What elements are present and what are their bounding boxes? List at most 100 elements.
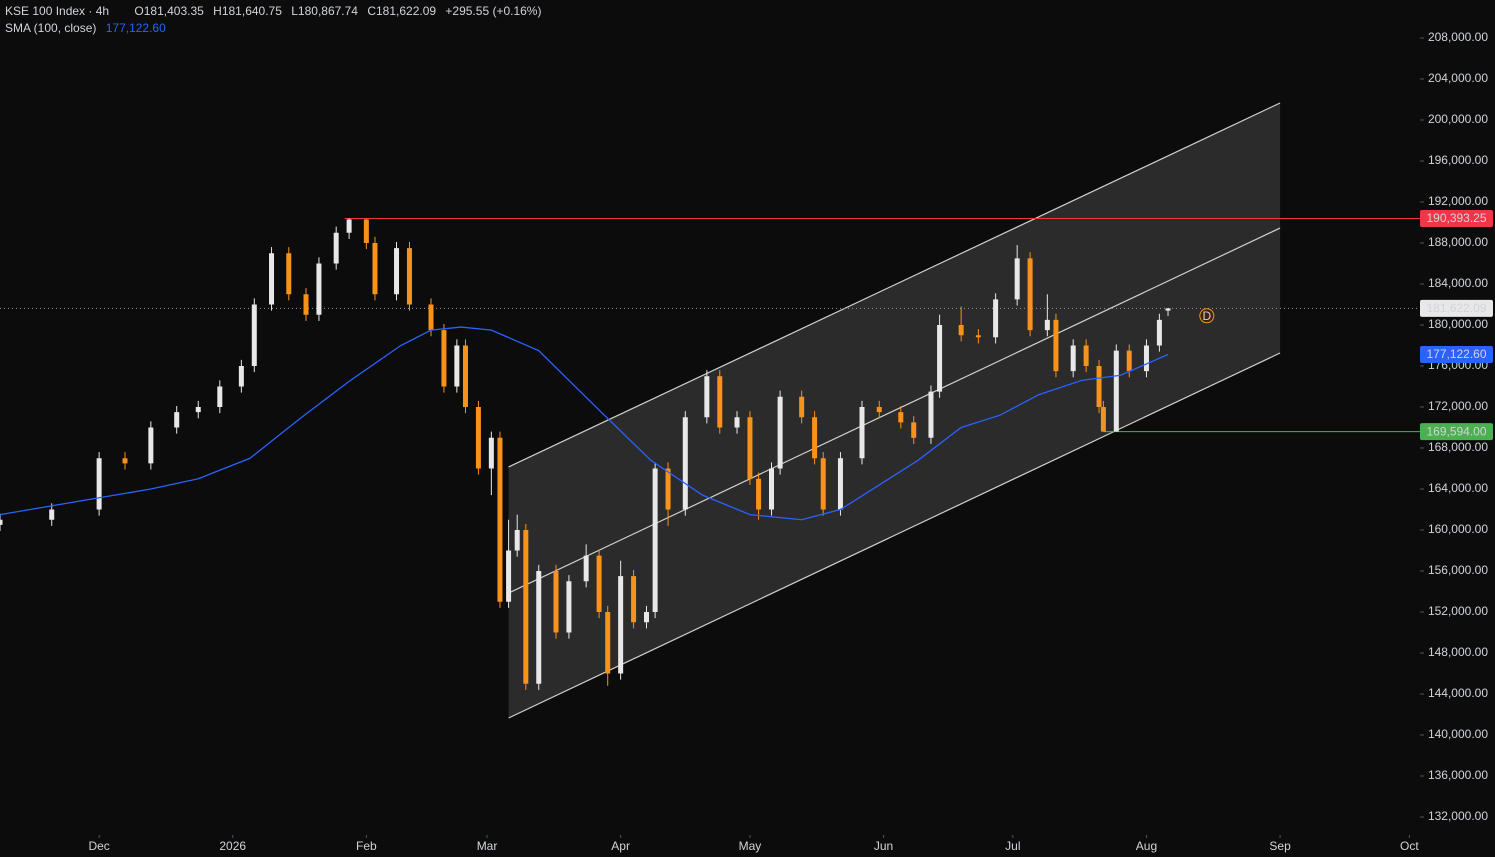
candle-body — [837, 458, 843, 510]
price-label: 169,594.00 — [1426, 424, 1486, 438]
candle-body — [777, 396, 783, 469]
candle-body — [316, 263, 322, 315]
candle-body — [682, 417, 688, 510]
candle-body — [441, 330, 447, 387]
candle-body — [652, 468, 658, 612]
y-tick-label: 164,000.00 — [1428, 481, 1488, 495]
y-tick-label: 200,000.00 — [1428, 112, 1488, 126]
event-marker-label: D — [1202, 309, 1211, 323]
candle-body — [286, 253, 292, 295]
y-tick-label: 144,000.00 — [1428, 686, 1488, 700]
y-tick-label: 192,000.00 — [1428, 194, 1488, 208]
ohlc-low: L180,867.74 — [291, 4, 358, 18]
y-tick-label: 148,000.00 — [1428, 645, 1488, 659]
candle-body — [333, 232, 339, 264]
candle-body — [820, 458, 826, 510]
candle-body — [618, 576, 624, 674]
event-marker — [1199, 308, 1215, 324]
ohlc-open: O181,403.35 — [134, 4, 204, 18]
candle-body — [747, 417, 753, 479]
candle-body — [303, 294, 309, 315]
x-tick-label: Jun — [874, 839, 893, 853]
x-tick-label: Sep — [1269, 839, 1291, 853]
x-tick-label: Dec — [88, 839, 109, 853]
y-tick-label: 208,000.00 — [1428, 30, 1488, 44]
y-tick-label: 180,000.00 — [1428, 317, 1488, 331]
candle-body — [269, 253, 275, 305]
y-tick-label: 156,000.00 — [1428, 563, 1488, 577]
candle-body — [1014, 258, 1020, 300]
x-tick-label: Feb — [356, 839, 377, 853]
candle-body — [898, 412, 904, 423]
candle-body — [475, 406, 481, 469]
indicator-legend: SMA (100, close) 177,122.60 — [5, 21, 166, 35]
candle-body — [523, 529, 529, 684]
y-tick-label: 204,000.00 — [1428, 71, 1488, 85]
x-tick-label: Apr — [611, 839, 630, 853]
price-label-box — [1420, 345, 1493, 363]
candle-body — [251, 304, 257, 366]
candle-body — [394, 248, 400, 295]
candle-body — [536, 570, 542, 684]
candle-body — [553, 570, 559, 633]
channel-lower — [508, 352, 1281, 719]
candle-body — [859, 406, 865, 459]
candle-body — [768, 468, 774, 510]
y-tick-label: 152,000.00 — [1428, 604, 1488, 618]
candle-body — [812, 417, 818, 459]
candle-body — [928, 391, 934, 438]
header: KSE 100 Index · 4h O181,403.35 H181,640.… — [5, 4, 541, 18]
candle-body — [1165, 308, 1171, 311]
x-tick-label: Mar — [477, 839, 498, 853]
indicator-value: 177,122.60 — [106, 21, 166, 35]
candle-body — [488, 437, 494, 469]
candle-body — [704, 376, 710, 418]
candle-body — [734, 417, 740, 428]
candle-body — [717, 376, 723, 428]
price-label-box — [1420, 209, 1493, 227]
y-tick-label: 140,000.00 — [1428, 727, 1488, 741]
price-label: 181,622.09 — [1426, 301, 1486, 315]
candle-body — [0, 519, 3, 525]
candle-body — [993, 299, 999, 338]
candle-body — [566, 581, 572, 633]
candle-body — [631, 576, 637, 623]
y-tick-label: 172,000.00 — [1428, 399, 1488, 413]
chart-title: KSE 100 Index · 4h — [5, 4, 109, 18]
candle-body — [1156, 319, 1162, 346]
price-label: 190,393.25 — [1426, 211, 1486, 225]
y-tick-label: 184,000.00 — [1428, 276, 1488, 290]
candle-body — [1027, 258, 1033, 331]
candle-body — [174, 412, 180, 428]
ohlc-high: H181,640.75 — [213, 4, 282, 18]
ohlc-close: C181,622.09 — [367, 4, 436, 18]
x-tick-label: 2026 — [219, 839, 246, 853]
candle-body — [195, 406, 201, 413]
candle-body — [346, 219, 352, 233]
candle-body — [454, 345, 460, 387]
y-tick-label: 132,000.00 — [1428, 809, 1488, 823]
candle-body — [596, 555, 602, 612]
sma-line — [0, 326, 1169, 521]
price-label: 177,122.60 — [1426, 347, 1486, 361]
candle-body — [372, 242, 378, 295]
candle-body — [497, 437, 503, 602]
candle-body — [428, 304, 434, 331]
candle-body — [1096, 365, 1102, 407]
candle-body — [937, 324, 943, 392]
candle-body — [514, 529, 520, 551]
candle-body — [1143, 345, 1149, 372]
candle-body — [1100, 406, 1106, 432]
candle-body — [958, 324, 964, 336]
candle-body — [1083, 345, 1089, 366]
candle-body — [1070, 345, 1076, 372]
candle-body — [462, 345, 468, 407]
y-tick-label: 188,000.00 — [1428, 235, 1488, 249]
x-tick-label: Oct — [1400, 839, 1419, 853]
channel-upper — [508, 102, 1281, 468]
candle-body — [975, 335, 981, 338]
candle-body — [1044, 319, 1050, 331]
y-tick-label: 136,000.00 — [1428, 768, 1488, 782]
candle-body — [876, 406, 882, 413]
